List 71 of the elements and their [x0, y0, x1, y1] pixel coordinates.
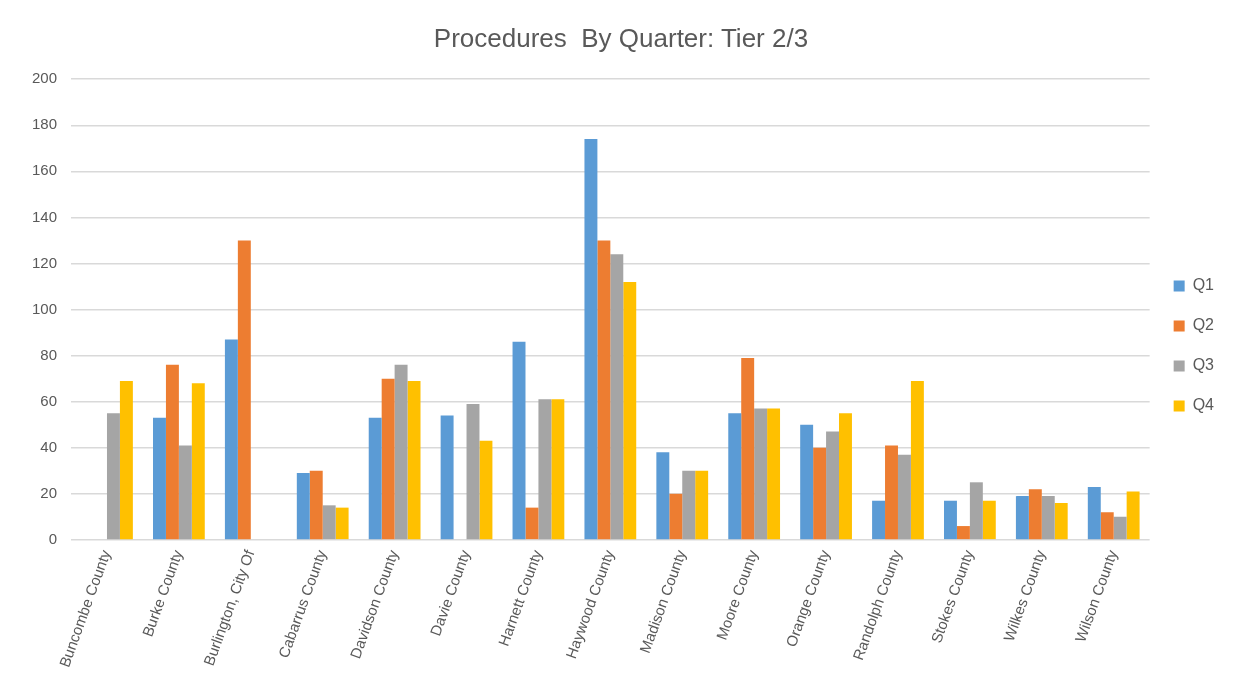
- y-tick-label: 120: [32, 253, 58, 271]
- bar: [695, 470, 709, 540]
- bar: [826, 431, 840, 540]
- bar: [1041, 496, 1055, 540]
- bar: [106, 413, 120, 540]
- legend-label: Q1: [1192, 276, 1215, 294]
- bar: [309, 470, 323, 540]
- bar: [839, 413, 852, 540]
- legend-label: Q4: [1192, 396, 1215, 414]
- bar: [165, 364, 179, 540]
- bar: [335, 507, 349, 540]
- bar: [944, 500, 957, 540]
- bar: [237, 240, 251, 540]
- y-tick-label: 160: [32, 161, 58, 179]
- bar: [119, 380, 133, 540]
- bar: [969, 482, 983, 540]
- bar: [1126, 491, 1140, 540]
- bar: [296, 473, 310, 540]
- y-tick-label: 0: [48, 530, 58, 548]
- bar: [800, 424, 814, 540]
- bar: [381, 378, 395, 540]
- bar: [479, 440, 493, 540]
- legend-label: Q3: [1192, 356, 1215, 374]
- bar: [1028, 489, 1042, 540]
- bar: [394, 364, 408, 540]
- y-tick-label: 180: [32, 115, 58, 133]
- bar: [584, 139, 598, 540]
- bar: [368, 417, 382, 540]
- bar: [767, 408, 781, 540]
- chart-title: Procedures By Quarter: Tier 2/3: [433, 22, 809, 53]
- bar: [610, 254, 624, 540]
- bar: [956, 526, 970, 540]
- bar: [885, 445, 898, 540]
- bar: [512, 341, 526, 540]
- y-tick-label: 140: [32, 207, 58, 225]
- y-tick-label: 200: [32, 69, 58, 87]
- y-tick-label: 80: [40, 345, 58, 363]
- bar: [728, 413, 742, 540]
- bar: [910, 380, 924, 540]
- bar: [440, 415, 454, 540]
- bar: [897, 454, 911, 540]
- bar: [682, 470, 696, 540]
- bar: [669, 493, 683, 540]
- bar: [1100, 512, 1114, 540]
- bar: [407, 380, 421, 540]
- y-tick-label: 20: [40, 483, 58, 501]
- bar: [597, 240, 611, 540]
- bar: [982, 500, 996, 540]
- bar: [1087, 486, 1101, 540]
- bar: [656, 452, 670, 540]
- bar: [872, 500, 886, 540]
- bar: [551, 399, 565, 540]
- bar: [178, 445, 192, 540]
- bar: [741, 357, 755, 540]
- bar: [538, 399, 552, 540]
- bar: [623, 281, 637, 540]
- y-tick-label: 40: [40, 437, 58, 455]
- bar: [1054, 503, 1068, 540]
- y-tick-label: 60: [40, 391, 58, 409]
- bar: [1015, 496, 1029, 540]
- bar: [153, 417, 166, 540]
- legend-label: Q2: [1192, 316, 1215, 334]
- bar: [525, 507, 539, 540]
- bar: [1113, 516, 1127, 540]
- bar: [466, 403, 480, 540]
- bar: [322, 505, 336, 540]
- bar: [813, 447, 827, 540]
- bar: [191, 383, 205, 540]
- y-tick-label: 100: [32, 299, 58, 317]
- bar: [754, 408, 768, 540]
- bar: [224, 339, 238, 540]
